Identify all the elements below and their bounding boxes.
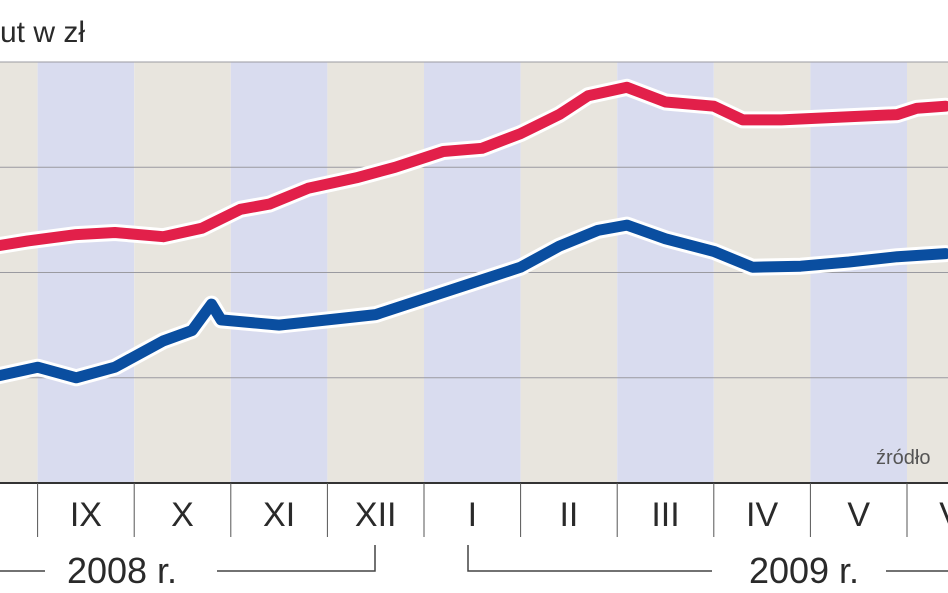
year-brackets: 2008 r. 2009 r.: [0, 545, 948, 591]
year-label: 2009 r.: [749, 550, 859, 591]
month-label: II: [559, 496, 578, 534]
year-label: 2008 r.: [67, 550, 177, 591]
month-label: XI: [263, 496, 295, 534]
year-bracket: [467, 545, 712, 572]
month-label: I: [468, 496, 477, 534]
source-label: źródło: [876, 447, 930, 469]
year-bracket: [217, 545, 376, 572]
month-label: V: [847, 496, 870, 534]
series-lines: [0, 78, 948, 387]
series-line: [0, 219, 948, 384]
series-line: [0, 81, 948, 252]
month-label: VI: [939, 496, 948, 534]
month-labels: IIIXXXIXIIIIIIIIIVVVI: [70, 496, 948, 534]
month-label: XII: [355, 496, 397, 534]
chart-title: ut w zł: [0, 16, 85, 49]
month-label: IX: [70, 496, 102, 534]
month-label: X: [171, 496, 194, 534]
x-axis-ticks: [37, 483, 908, 537]
month-label: IV: [746, 496, 778, 534]
month-label: III: [651, 496, 679, 534]
